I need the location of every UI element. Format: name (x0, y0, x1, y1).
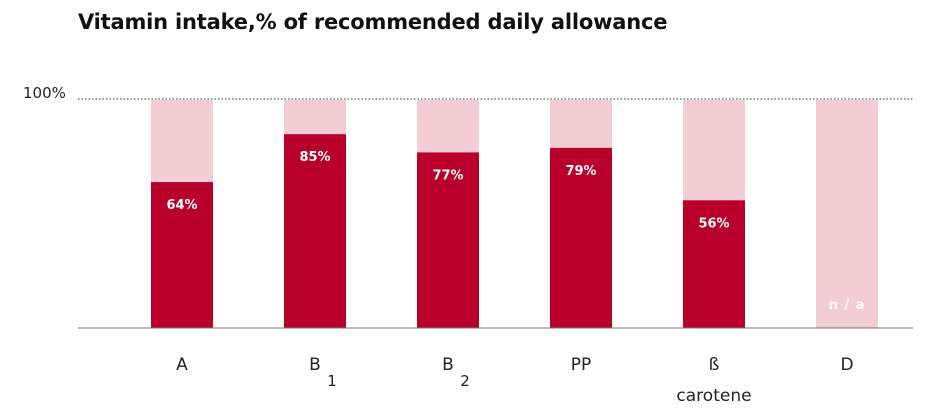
x-tick-subscript-1: 1 (327, 372, 337, 390)
x-tick-subscript-2: 2 (460, 372, 470, 390)
x-tick-sublabel-4: carotene (676, 386, 751, 406)
bar-3 (550, 147, 612, 328)
bar-value-label-3: 79% (565, 164, 596, 179)
bar-0 (151, 182, 213, 328)
bar-4 (683, 200, 745, 328)
x-tick-label-3: PP (571, 355, 592, 375)
bar-2 (417, 152, 479, 328)
bar-value-label-1: 85% (299, 150, 330, 165)
bar-value-label-0: 64% (166, 198, 197, 213)
bar-value-label-5: n / a (829, 298, 866, 313)
bar-1 (284, 134, 346, 328)
x-tick-label-5: D (840, 355, 853, 375)
bar-value-label-2: 77% (432, 168, 463, 183)
x-tick-label-0: A (176, 355, 188, 375)
reference-line-label: 100% (23, 84, 66, 102)
x-tick-label-4: ß (709, 355, 720, 375)
x-tick-label-2: B (442, 355, 454, 375)
chart-title: Vitamin intake,% of recommended daily al… (78, 10, 668, 34)
bar-value-label-4: 56% (698, 216, 729, 231)
bar-background-5 (816, 100, 878, 328)
x-tick-label-1: B (309, 355, 321, 375)
